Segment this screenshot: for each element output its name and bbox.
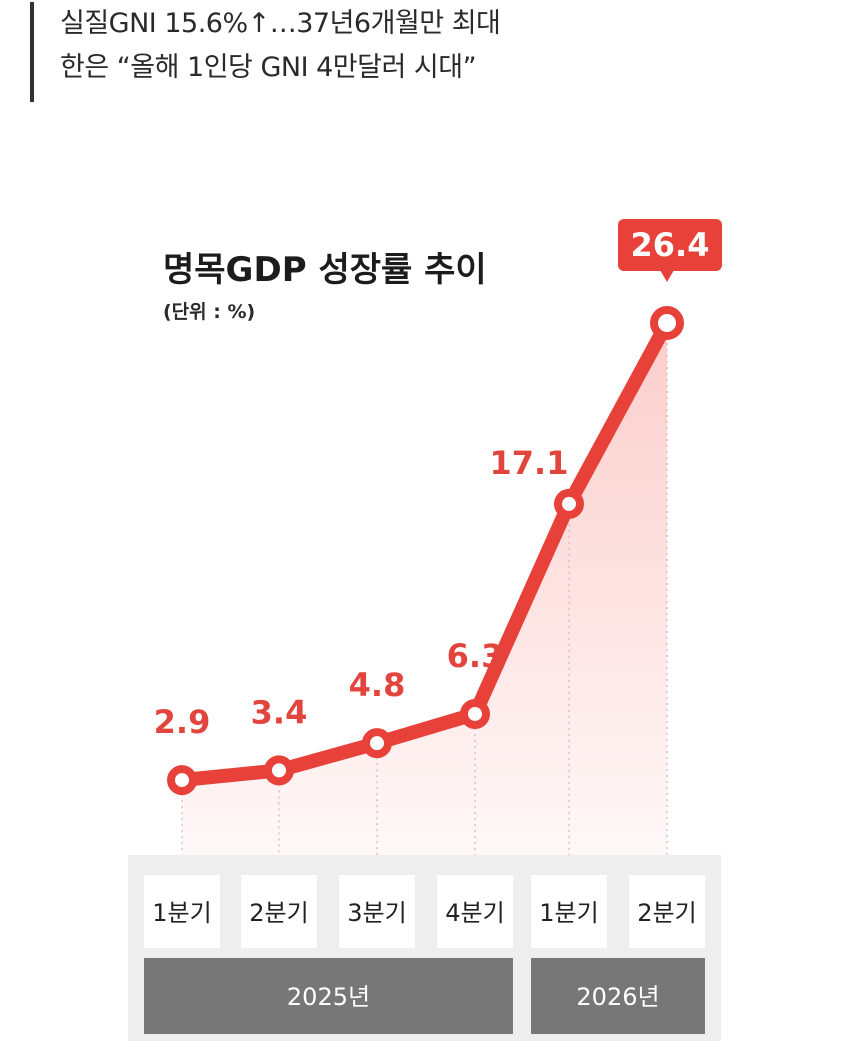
x-tick-label: 3분기 [347,899,406,927]
chart-title: 명목GDP 성장률 추이 [163,250,487,290]
category-box [144,875,220,948]
headline: 실질GNI 15.6%↑…37년6개월만 최대 한은 “올해 1인당 GNI 4… [30,2,790,102]
category-box [339,875,415,948]
data-point [460,698,490,729]
chart-unit-label: (단위 : %) [163,301,255,323]
data-point [167,765,197,796]
x-tick-label: 2분기 [249,899,308,927]
highlight-value-box [618,219,722,271]
data-label: 3.4 [251,693,308,731]
category-box [629,875,705,948]
x-tick-label: 1분기 [539,899,598,927]
series-line [175,316,674,788]
data-label: 6.3 [447,637,504,675]
data-point [554,488,584,519]
data-label: 17.1 [490,444,569,482]
x-tick-label: 4분기 [445,899,504,927]
data-point [362,728,392,759]
area-fill [182,323,667,855]
data-label: 26.4 [631,226,710,264]
year-group-label: 2026년 [576,983,659,1011]
x-tick-label: 1분기 [152,899,211,927]
data-point [650,306,684,341]
category-box [531,875,607,948]
data-label: 2.9 [154,703,211,741]
data-point [264,755,294,786]
category-box [437,875,513,948]
year-group-bar [144,958,513,1034]
category-box [241,875,317,948]
headline-line-1: 실질GNI 15.6%↑…37년6개월만 최대 [60,8,501,39]
x-tick-label: 2분기 [637,899,696,927]
highlight-value-pointer [660,270,674,282]
year-group-label: 2025년 [287,983,370,1011]
year-group-bar [531,958,705,1034]
data-label: 4.8 [349,666,406,704]
headline-line-2: 한은 “올해 1인당 GNI 4만달러 시대” [60,52,477,83]
